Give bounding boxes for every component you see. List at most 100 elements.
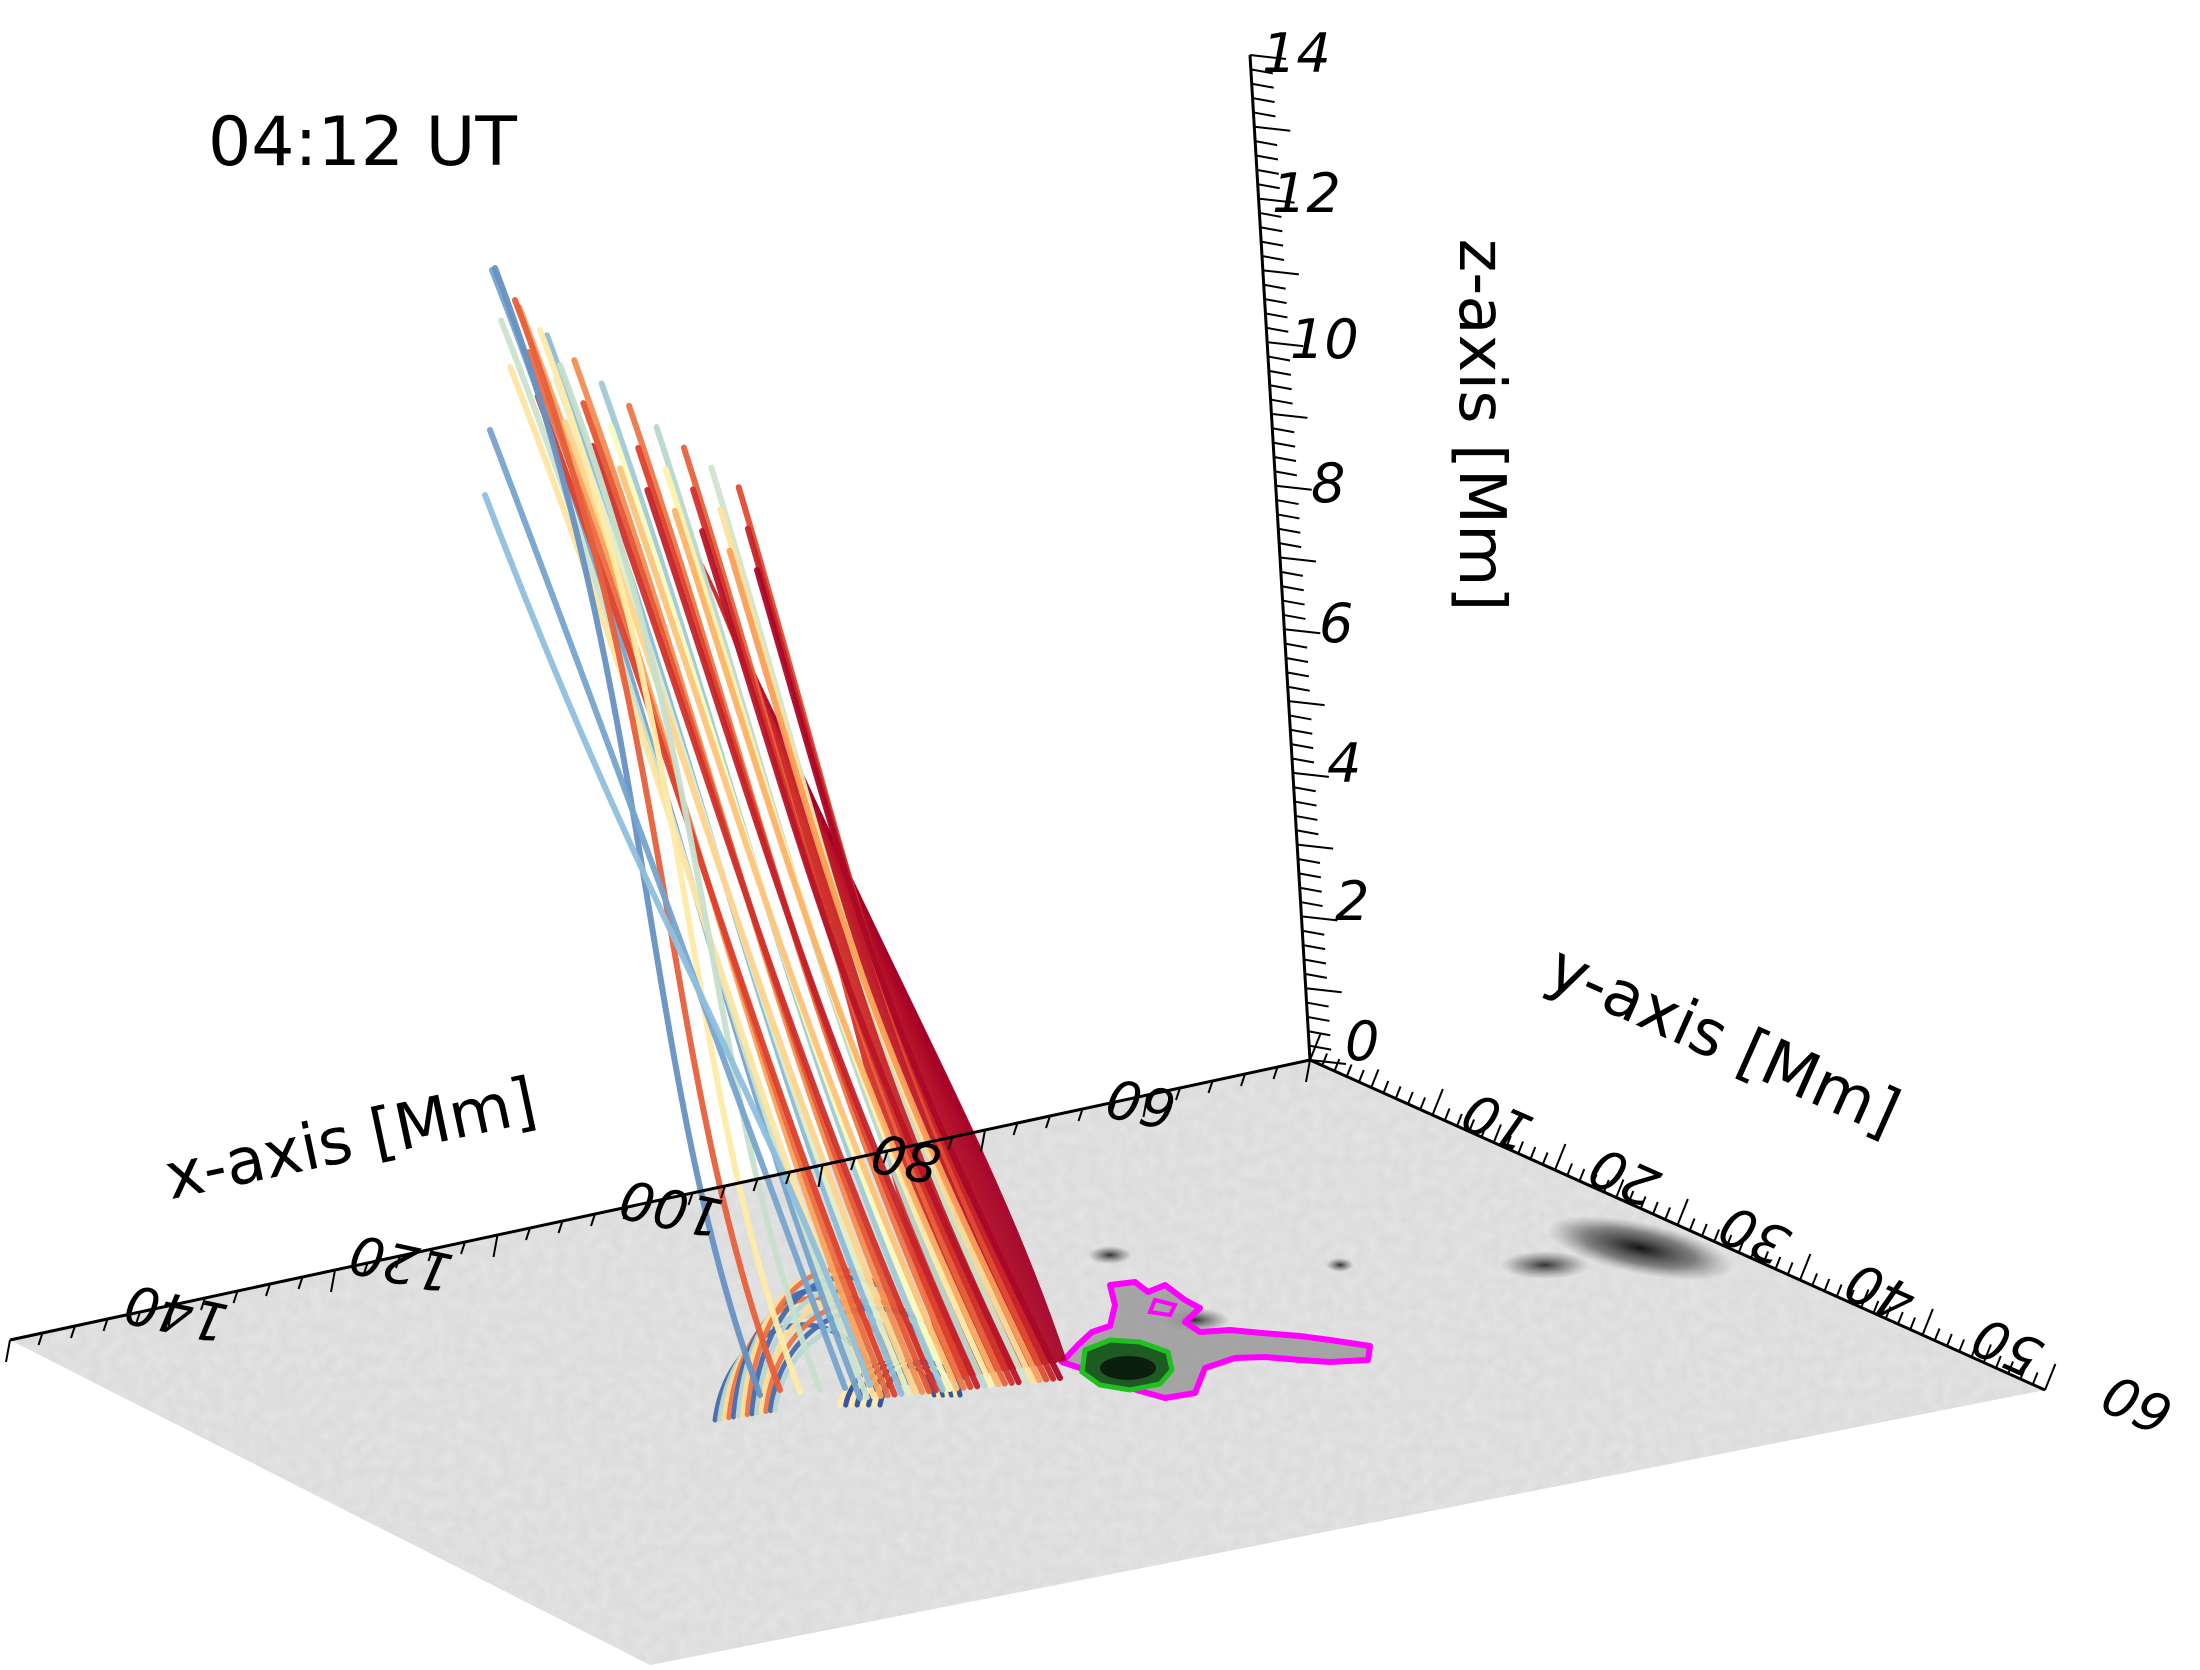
- y-tick: [1688, 1218, 1696, 1231]
- y-tick: [1615, 1179, 1625, 1198]
- x-tick: [37, 1332, 44, 1346]
- z-tick: [1264, 298, 1287, 305]
- z-tick: [1250, 68, 1274, 75]
- field-line-88: [726, 547, 1043, 1384]
- y-tick: [1921, 1308, 1934, 1336]
- y-tick: [1382, 1080, 1390, 1094]
- z-tick: [1308, 1044, 1332, 1051]
- x-tick: [1175, 1087, 1181, 1101]
- z-tick: [1257, 183, 1280, 190]
- z-tick: [1258, 197, 1295, 204]
- z-tick: [1251, 82, 1274, 89]
- z-tick: [1284, 628, 1321, 635]
- x-tick: [1142, 1094, 1149, 1118]
- x-tick: [947, 1136, 954, 1150]
- y-tick: [1762, 1251, 1769, 1264]
- z-tick: [1292, 771, 1329, 778]
- z-axis: 0 2 4 6 8 10 12 14 z-axis [Mm]: [1248, 22, 1518, 1073]
- x-tick: [1240, 1073, 1246, 1087]
- z-tick: [1263, 283, 1286, 290]
- z-tick: [1283, 613, 1306, 620]
- y-tick: [1492, 1124, 1502, 1143]
- y-tick: [1652, 1201, 1659, 1215]
- z-tick: [1287, 685, 1310, 692]
- z-tick: [1255, 154, 1279, 161]
- y-tick: [1590, 1174, 1598, 1187]
- x-tick: [720, 1185, 726, 1199]
- z-tick: [1266, 326, 1289, 333]
- z-tick: [1284, 642, 1308, 649]
- time-label: 04:12 UT: [208, 103, 517, 182]
- y-tick: [1578, 1168, 1586, 1182]
- z-tick: [1267, 341, 1304, 348]
- y-tick: [1872, 1300, 1880, 1314]
- z-tick: [1293, 786, 1316, 793]
- x-tick: [427, 1248, 434, 1262]
- x-tick: [655, 1199, 661, 1223]
- y-tick: [1505, 1135, 1512, 1149]
- y-tick: [1676, 1198, 1689, 1226]
- y-tick: [1370, 1069, 1380, 1088]
- y-tick: [1529, 1146, 1537, 1160]
- y-tick-label-60: 60: [2093, 1361, 2181, 1447]
- z-tick: [1260, 240, 1284, 247]
- y-tick: [1811, 1273, 1818, 1286]
- y-tick: [1737, 1234, 1747, 1253]
- field-line-94: [537, 327, 803, 1395]
- z-tick: [1303, 958, 1327, 965]
- field-line-93: [512, 297, 783, 1393]
- x-tick: [395, 1255, 401, 1269]
- y-tick: [1627, 1190, 1635, 1204]
- x-tick: [167, 1304, 174, 1328]
- x-tick: [1110, 1101, 1116, 1115]
- x-axis-label: x-axis [Mm]: [159, 1064, 543, 1215]
- z-tick: [1249, 54, 1287, 60]
- y-tick: [1517, 1141, 1524, 1154]
- z-tick: [1252, 97, 1275, 104]
- y-tick: [1909, 1317, 1916, 1330]
- y-tick: [1541, 1152, 1549, 1165]
- y-tick: [1566, 1163, 1573, 1176]
- y-tick: [1443, 1108, 1451, 1121]
- z-tick-label-0: 0: [1345, 1010, 1379, 1073]
- z-tick: [1286, 671, 1310, 678]
- y-tick: [1897, 1311, 1904, 1325]
- x-tick-label-80: 80: [866, 1120, 946, 1196]
- x-tick: [135, 1311, 141, 1325]
- field-line-97: [482, 492, 873, 1388]
- y-tick: [1848, 1289, 1855, 1303]
- y-tick: [1774, 1256, 1782, 1270]
- y-tick: [1823, 1278, 1831, 1292]
- z-tick: [1301, 915, 1338, 922]
- field-line-85: [699, 528, 1022, 1386]
- field-line-96: [487, 427, 848, 1391]
- z-tick: [1280, 570, 1304, 577]
- y-tick: [1345, 1064, 1353, 1077]
- z-tick-label-4: 4: [1327, 732, 1361, 795]
- z-tick-label-14: 14: [1262, 22, 1331, 85]
- x-axis-ticks: [5, 1059, 1311, 1363]
- x-tick: [362, 1262, 369, 1276]
- y-tick: [1933, 1328, 1941, 1341]
- z-axis-label: z-axis [Mm]: [1444, 239, 1518, 612]
- z-tick-label-10: 10: [1290, 308, 1359, 371]
- z-tick: [1290, 743, 1314, 750]
- x-tick: [5, 1339, 11, 1363]
- y-axis-label: y-axis [Mm]: [1537, 931, 1911, 1151]
- x-tick: [590, 1213, 596, 1227]
- y-tick: [1394, 1086, 1402, 1099]
- x-tick: [265, 1283, 271, 1297]
- x-tick: [850, 1157, 856, 1171]
- x-tick: [330, 1269, 336, 1293]
- y-tick: [1407, 1091, 1414, 1105]
- x-tick: [882, 1150, 889, 1164]
- x-tick: [1207, 1080, 1214, 1094]
- y-tick: [1701, 1223, 1708, 1237]
- y-tick: [1835, 1284, 1843, 1297]
- sunspot-dot-b: [1326, 1258, 1354, 1272]
- z-axis-ticks: [1249, 54, 1347, 1065]
- z-tick: [1281, 585, 1304, 592]
- z-tick: [1306, 1001, 1329, 1008]
- y-tick: [1725, 1234, 1733, 1248]
- field-line-95: [557, 362, 823, 1393]
